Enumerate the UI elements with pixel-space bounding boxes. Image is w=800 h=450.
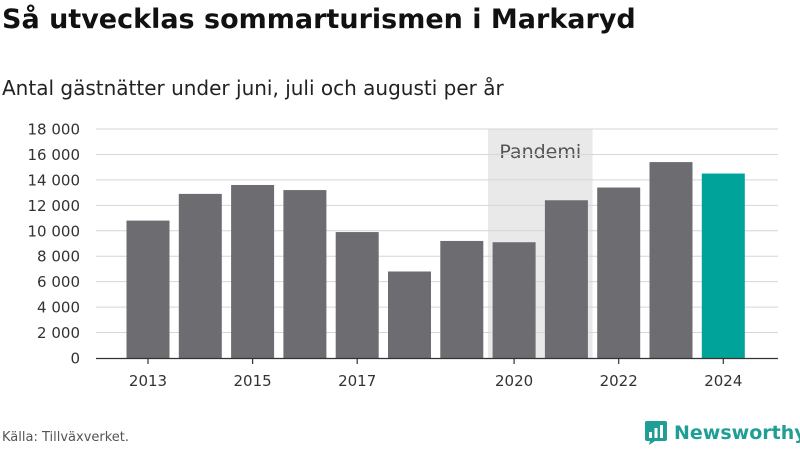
bar-2018 <box>388 271 431 358</box>
x-tick-label: 2017 <box>338 372 376 390</box>
source-note: Källa: Tillväxverket. <box>2 430 130 445</box>
y-tick-label: 0 <box>70 350 80 368</box>
bar-2019 <box>440 240 484 358</box>
bar-2015 <box>231 184 275 358</box>
y-tick-label: 16 000 <box>28 146 81 164</box>
bar-2014 <box>178 193 222 358</box>
y-tick-label: 6 000 <box>37 273 80 291</box>
chart-title: Så utvecklas sommarturismen i Markaryd <box>2 4 636 35</box>
bar-2013 <box>126 220 170 358</box>
bar-2023 <box>649 162 693 358</box>
bar-2017 <box>335 232 379 358</box>
x-tick-label: 2013 <box>129 372 167 390</box>
y-tick-label: 18 000 <box>28 121 81 139</box>
bar-2020 <box>492 242 536 358</box>
bar-2021 <box>544 200 588 358</box>
x-tick-label: 2022 <box>600 372 638 390</box>
bar-chart: Pandemi 0 2 000 4 000 6 000 8 000 10 000 12 000… <box>28 121 778 390</box>
chart-subtitle: Antal gästnätter under juni, juli och au… <box>2 76 504 100</box>
y-tick-label: 2 000 <box>37 324 80 342</box>
y-tick-label: 10 000 <box>28 222 81 240</box>
y-tick-label: 12 000 <box>28 197 81 215</box>
y-tick-label: 14 000 <box>28 171 81 189</box>
annotation-label: Pandemi <box>499 141 581 163</box>
bar-2016 <box>283 190 327 358</box>
brand: Newsworthy <box>644 419 800 447</box>
x-tick-label: 2024 <box>704 372 742 390</box>
x-tick-label: 2020 <box>495 372 533 390</box>
y-tick-label: 4 000 <box>37 299 80 317</box>
bar-2024 <box>701 173 745 358</box>
x-tick-label: 2015 <box>234 372 272 390</box>
newsworthy-logo-icon <box>645 421 667 445</box>
bar-2022 <box>597 187 641 358</box>
y-tick-label: 8 000 <box>37 248 80 266</box>
brand-name: Newsworthy <box>674 422 800 444</box>
